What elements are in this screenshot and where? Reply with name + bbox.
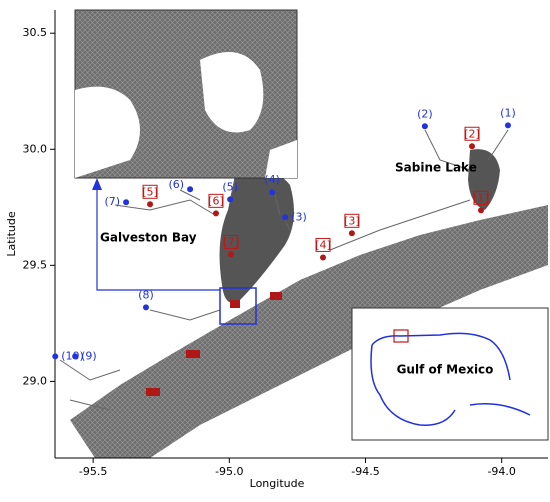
mesh-band (70, 205, 548, 458)
x-axis-label: Longitude (250, 477, 305, 490)
station-label: (6) (169, 178, 185, 191)
zoom-arrow (96, 185, 220, 291)
station (269, 189, 276, 196)
site (320, 254, 327, 261)
site-box (473, 190, 489, 205)
station-label: (10) (61, 349, 84, 362)
station-label: (1) (500, 106, 516, 119)
y-tick-label: 29.5 (23, 258, 48, 271)
y-axis-label: Latitude (5, 211, 18, 257)
site-box (223, 234, 239, 249)
galveston-bay (219, 169, 294, 303)
zoom-box (219, 287, 257, 325)
site-box (344, 213, 360, 228)
y-tick-label: 30.0 (23, 142, 48, 155)
station (282, 214, 289, 221)
site-label: [2] (464, 127, 480, 140)
inset-land (75, 52, 297, 178)
site-label: [4] (315, 238, 331, 251)
site (147, 201, 154, 208)
extra-sites (146, 292, 282, 396)
sabine-label: Sabine Lake (395, 161, 477, 175)
station-label: (9) (81, 349, 97, 362)
station-label: (5) (222, 180, 238, 193)
x-tick-label: -95.5 (79, 465, 107, 478)
station-label: (3) (291, 210, 307, 223)
station (72, 353, 79, 360)
sabine-lake (468, 149, 500, 210)
site (477, 207, 484, 214)
station (123, 199, 130, 206)
x-tick-label: -94.0 (487, 465, 515, 478)
gulf-label: Gulf of Mexico (397, 363, 494, 377)
station (187, 186, 194, 193)
site-label: [1] (473, 191, 489, 204)
station-label: (2) (417, 107, 433, 120)
station (504, 122, 511, 129)
site-box (208, 193, 224, 208)
gulf-inset (351, 307, 549, 441)
station (421, 123, 428, 130)
rivers (59, 129, 509, 411)
site-box (142, 184, 158, 199)
station (142, 304, 149, 311)
y-tick-label: 29.0 (23, 374, 48, 387)
gulf-outline (370, 332, 531, 426)
site-box (315, 237, 331, 252)
station-label: (4) (264, 173, 280, 186)
station-label: (8) (138, 288, 154, 301)
site-label: [5] (142, 185, 158, 198)
site (212, 210, 219, 217)
site-label: [6] (208, 194, 224, 207)
x-tick-label: -94.5 (351, 465, 379, 478)
station (227, 196, 234, 203)
arrow-head (92, 178, 102, 190)
site (469, 143, 476, 150)
station-label: (7) (104, 195, 120, 208)
site (348, 230, 355, 237)
site (227, 251, 234, 258)
y-tick-label: 30.5 (23, 26, 48, 39)
site-box (464, 126, 480, 141)
site-label: [3] (344, 214, 360, 227)
gulf-zoom-box (393, 329, 409, 343)
station (52, 353, 59, 360)
site-label: [7] (223, 235, 239, 248)
x-tick-label: -95.0 (215, 465, 243, 478)
galveston-label: Galveston Bay (100, 231, 197, 245)
